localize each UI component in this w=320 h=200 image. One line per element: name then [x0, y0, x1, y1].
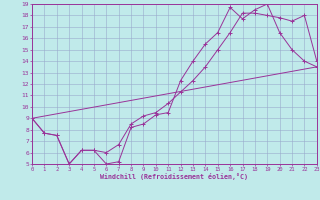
- X-axis label: Windchill (Refroidissement éolien,°C): Windchill (Refroidissement éolien,°C): [100, 173, 248, 180]
